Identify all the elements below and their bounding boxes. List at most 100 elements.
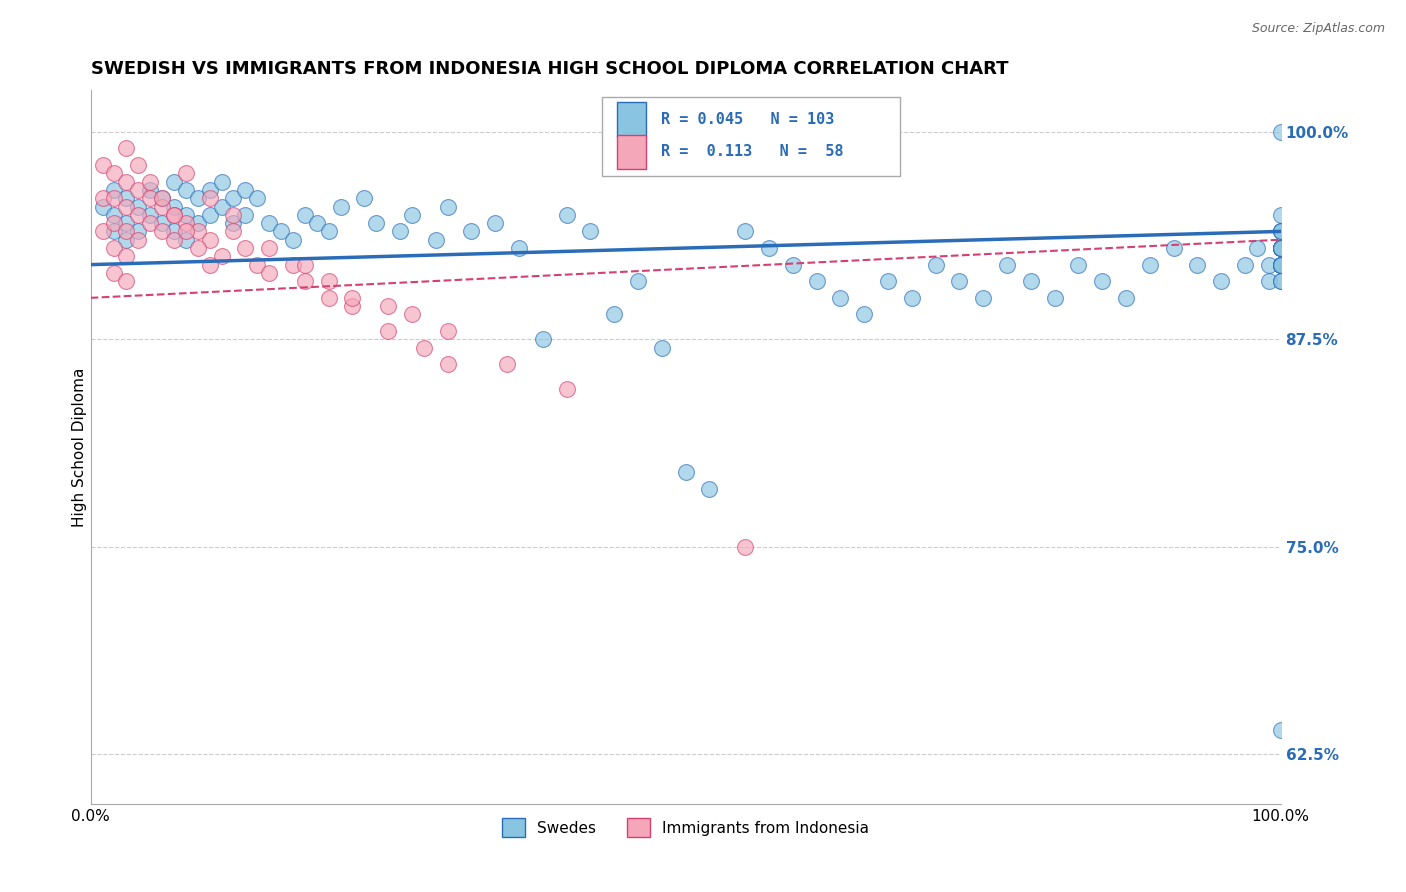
Point <box>377 324 399 338</box>
Point <box>150 191 173 205</box>
Point <box>1270 258 1292 272</box>
Point <box>900 291 922 305</box>
Point <box>222 191 245 205</box>
Point <box>401 208 423 222</box>
Point <box>1270 241 1292 255</box>
Point <box>150 224 173 238</box>
Point <box>91 200 114 214</box>
Point <box>401 308 423 322</box>
Point <box>211 175 233 189</box>
Point <box>1270 241 1292 255</box>
Point <box>1270 125 1292 139</box>
Point <box>103 208 125 222</box>
Point <box>115 274 138 288</box>
Point <box>222 208 245 222</box>
Point <box>1115 291 1137 305</box>
Point <box>103 266 125 280</box>
Point <box>436 357 458 371</box>
Point <box>139 216 162 230</box>
Point <box>222 224 245 238</box>
Point <box>353 191 375 205</box>
Point <box>1139 258 1161 272</box>
Point <box>972 291 994 305</box>
Point <box>139 183 162 197</box>
Point <box>1257 258 1279 272</box>
Point <box>257 266 280 280</box>
Point <box>1270 258 1292 272</box>
Point <box>734 540 756 554</box>
Point <box>198 191 221 205</box>
Point <box>758 241 780 255</box>
Point <box>1270 241 1292 255</box>
Point <box>366 216 388 230</box>
Point <box>187 191 209 205</box>
Point <box>246 191 269 205</box>
Point <box>1270 258 1292 272</box>
Legend: Swedes, Immigrants from Indonesia: Swedes, Immigrants from Indonesia <box>496 813 875 843</box>
Point <box>246 258 269 272</box>
Point <box>555 382 578 396</box>
Point <box>579 224 602 238</box>
Point <box>127 183 149 197</box>
Text: Source: ZipAtlas.com: Source: ZipAtlas.com <box>1251 22 1385 36</box>
Point <box>103 191 125 205</box>
Point <box>163 208 186 222</box>
Point <box>1270 241 1292 255</box>
Point <box>1270 258 1292 272</box>
FancyBboxPatch shape <box>617 103 647 136</box>
Point <box>1067 258 1090 272</box>
Text: SWEDISH VS IMMIGRANTS FROM INDONESIA HIGH SCHOOL DIPLOMA CORRELATION CHART: SWEDISH VS IMMIGRANTS FROM INDONESIA HIG… <box>90 60 1008 78</box>
Point <box>436 200 458 214</box>
Point <box>1270 258 1292 272</box>
Point <box>257 216 280 230</box>
Point <box>318 274 340 288</box>
Point <box>174 224 197 238</box>
Point <box>163 175 186 189</box>
Point <box>233 183 256 197</box>
Point <box>1270 241 1292 255</box>
Point <box>270 224 292 238</box>
Y-axis label: High School Diploma: High School Diploma <box>72 368 87 527</box>
Point <box>531 332 554 346</box>
Point <box>115 141 138 155</box>
Point <box>948 274 970 288</box>
Point <box>127 224 149 238</box>
Point <box>115 175 138 189</box>
Point <box>174 233 197 247</box>
Point <box>294 208 316 222</box>
Point <box>1270 258 1292 272</box>
Point <box>1246 241 1268 255</box>
FancyBboxPatch shape <box>617 135 647 169</box>
Point <box>174 208 197 222</box>
Point <box>924 258 946 272</box>
Point <box>198 258 221 272</box>
Point <box>305 216 328 230</box>
Point <box>1091 274 1114 288</box>
Point <box>257 241 280 255</box>
Point <box>103 183 125 197</box>
Point <box>675 465 697 479</box>
Point <box>150 216 173 230</box>
Point <box>163 224 186 238</box>
Point <box>91 191 114 205</box>
Point <box>1043 291 1066 305</box>
Point <box>1270 274 1292 288</box>
Point <box>211 249 233 263</box>
Point <box>555 208 578 222</box>
Point <box>174 216 197 230</box>
Point <box>1270 208 1292 222</box>
Point <box>115 191 138 205</box>
Point <box>1270 241 1292 255</box>
Point <box>1270 241 1292 255</box>
Point <box>174 183 197 197</box>
Point <box>389 224 412 238</box>
Point <box>91 224 114 238</box>
Point <box>995 258 1018 272</box>
Point <box>115 216 138 230</box>
Point <box>187 224 209 238</box>
Point <box>103 224 125 238</box>
Point <box>139 191 162 205</box>
Point <box>1270 241 1292 255</box>
Point <box>163 233 186 247</box>
Point <box>508 241 530 255</box>
